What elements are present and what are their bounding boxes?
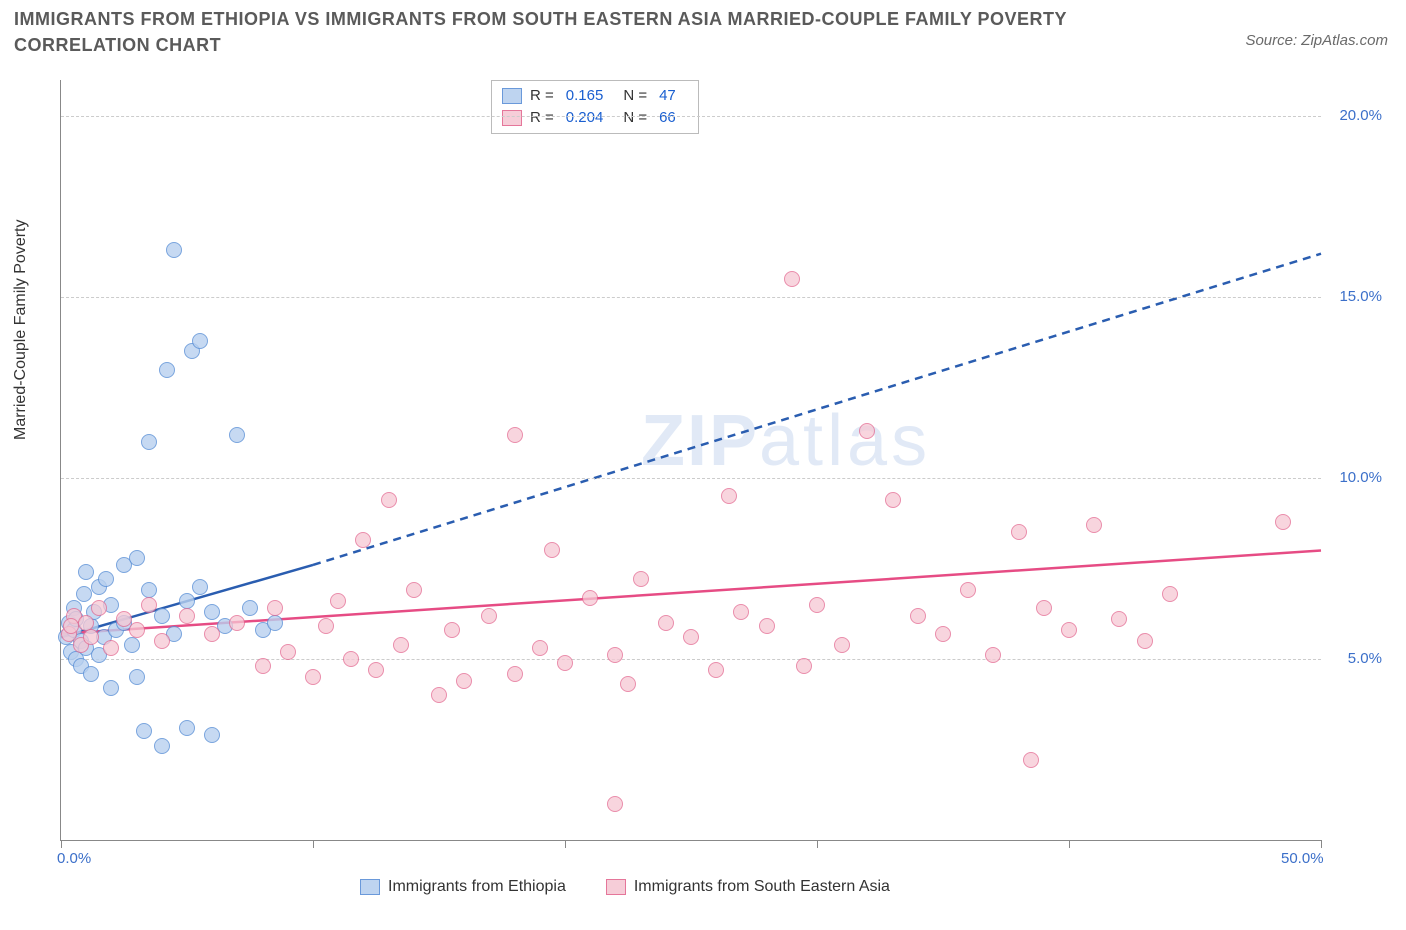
data-point-ethiopia [192,579,208,595]
data-point-seasia [1061,622,1077,638]
x-tick [1321,840,1322,848]
y-tick-label: 10.0% [1327,469,1382,486]
data-point-seasia [343,651,359,667]
data-point-seasia [368,662,384,678]
data-point-seasia [557,655,573,671]
data-point-seasia [507,666,523,682]
data-point-seasia [708,662,724,678]
data-point-seasia [1011,524,1027,540]
data-point-ethiopia [83,666,99,682]
x-tick [61,840,62,848]
data-point-seasia [381,492,397,508]
data-point-seasia [633,571,649,587]
y-axis-label: Married-Couple Family Poverty [12,219,30,440]
x-tick-label: 50.0% [1281,850,1324,867]
x-tick [1069,840,1070,848]
data-point-ethiopia [159,362,175,378]
data-point-seasia [141,597,157,613]
data-point-seasia [885,492,901,508]
data-point-seasia [721,488,737,504]
data-point-seasia [784,271,800,287]
data-point-seasia [809,597,825,613]
data-point-seasia [355,532,371,548]
data-point-seasia [507,427,523,443]
data-point-seasia [255,658,271,674]
data-point-seasia [406,582,422,598]
r-value-0: 0.165 [562,85,616,107]
n-value-0: 47 [655,85,688,107]
chart-container: ZIPatlas R = 0.165 N = 47 R = 0.204 N = … [60,80,1380,870]
source-attribution: Source: ZipAtlas.com [1245,32,1388,49]
data-point-seasia [179,608,195,624]
data-point-ethiopia [124,637,140,653]
data-point-seasia [910,608,926,624]
legend-stats: R = 0.165 N = 47 R = 0.204 N = 66 [491,80,699,134]
x-tick-label: 0.0% [57,850,91,867]
data-point-seasia [129,622,145,638]
n-label: N = [623,85,647,107]
grid-line [61,478,1321,479]
data-point-ethiopia [129,669,145,685]
data-point-seasia [456,673,472,689]
data-point-ethiopia [267,615,283,631]
data-point-seasia [1275,514,1291,530]
data-point-seasia [318,618,334,634]
data-point-seasia [532,640,548,656]
data-point-seasia [280,644,296,660]
n-value-1: 66 [655,107,688,129]
grid-line [61,297,1321,298]
y-tick-label: 15.0% [1327,288,1382,305]
legend-stats-row-1: R = 0.204 N = 66 [502,107,688,129]
grid-line [61,116,1321,117]
data-point-seasia [393,637,409,653]
data-point-ethiopia [179,720,195,736]
data-point-seasia [444,622,460,638]
data-point-ethiopia [129,550,145,566]
x-tick [565,840,566,848]
n-label: N = [623,107,647,129]
y-tick-label: 5.0% [1327,650,1382,667]
r-value-1: 0.204 [562,107,616,129]
data-point-seasia [204,626,220,642]
swatch-seasia-bottom [606,879,626,895]
r-label: R = [530,85,554,107]
trend-line [61,550,1321,633]
data-point-seasia [834,637,850,653]
x-tick [817,840,818,848]
data-point-seasia [154,633,170,649]
data-point-ethiopia [154,608,170,624]
data-point-ethiopia [141,434,157,450]
data-point-ethiopia [76,586,92,602]
legend-item-seasia: Immigrants from South Eastern Asia [606,878,890,896]
trend-line [313,254,1321,565]
legend-stats-row-0: R = 0.165 N = 47 [502,85,688,107]
data-point-ethiopia [154,738,170,754]
legend-series: Immigrants from Ethiopia Immigrants from… [360,878,890,896]
data-point-seasia [759,618,775,634]
chart-title: IMMIGRANTS FROM ETHIOPIA VS IMMIGRANTS F… [14,6,1114,58]
data-point-ethiopia [192,333,208,349]
data-point-seasia [1137,633,1153,649]
x-tick [313,840,314,848]
data-point-seasia [582,590,598,606]
r-label: R = [530,107,554,129]
data-point-seasia [658,615,674,631]
series-label-0: Immigrants from Ethiopia [388,878,566,896]
swatch-ethiopia [502,88,522,104]
data-point-ethiopia [229,427,245,443]
trend-lines [61,80,1321,840]
swatch-seasia [502,110,522,126]
series-label-1: Immigrants from South Eastern Asia [634,878,890,896]
legend-item-ethiopia: Immigrants from Ethiopia [360,878,566,896]
y-tick-label: 20.0% [1327,107,1382,124]
data-point-seasia [1162,586,1178,602]
data-point-seasia [935,626,951,642]
plot-area: ZIPatlas R = 0.165 N = 47 R = 0.204 N = … [60,80,1321,841]
grid-line [61,659,1321,660]
data-point-seasia [481,608,497,624]
swatch-ethiopia-bottom [360,879,380,895]
